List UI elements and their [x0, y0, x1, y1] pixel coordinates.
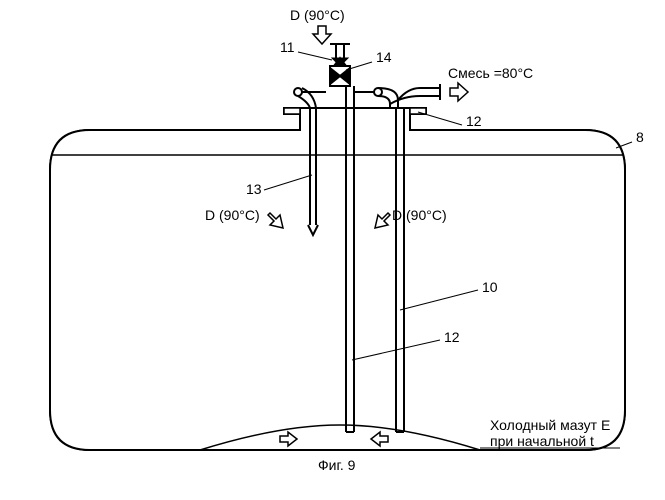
callout-12a: 12 [466, 113, 482, 129]
callout-13: 13 [246, 181, 262, 197]
label-cold-fuel-1: Холодный мазут Е [490, 417, 610, 433]
label-d-left: D (90°C) [205, 207, 260, 223]
label-d-right: D (90°C) [392, 207, 447, 223]
figure-caption: Фиг. 9 [318, 457, 356, 473]
tank-body [50, 108, 625, 450]
arrow-mix-out [450, 83, 468, 101]
three-way-valve [330, 58, 350, 86]
callout-14: 14 [376, 49, 392, 65]
callout-8: 8 [636, 129, 644, 145]
callout-11: 11 [280, 39, 295, 55]
callout-12b: 12 [444, 329, 460, 345]
label-mix-out: Смесь =80°C [448, 65, 533, 81]
callout-10: 10 [482, 279, 498, 295]
label-top-inlet: D (90°C) [290, 7, 345, 23]
label-cold-fuel-2: при начальной t [490, 433, 594, 449]
arrow-top-inlet [313, 26, 331, 44]
valve-assembly [294, 44, 440, 108]
